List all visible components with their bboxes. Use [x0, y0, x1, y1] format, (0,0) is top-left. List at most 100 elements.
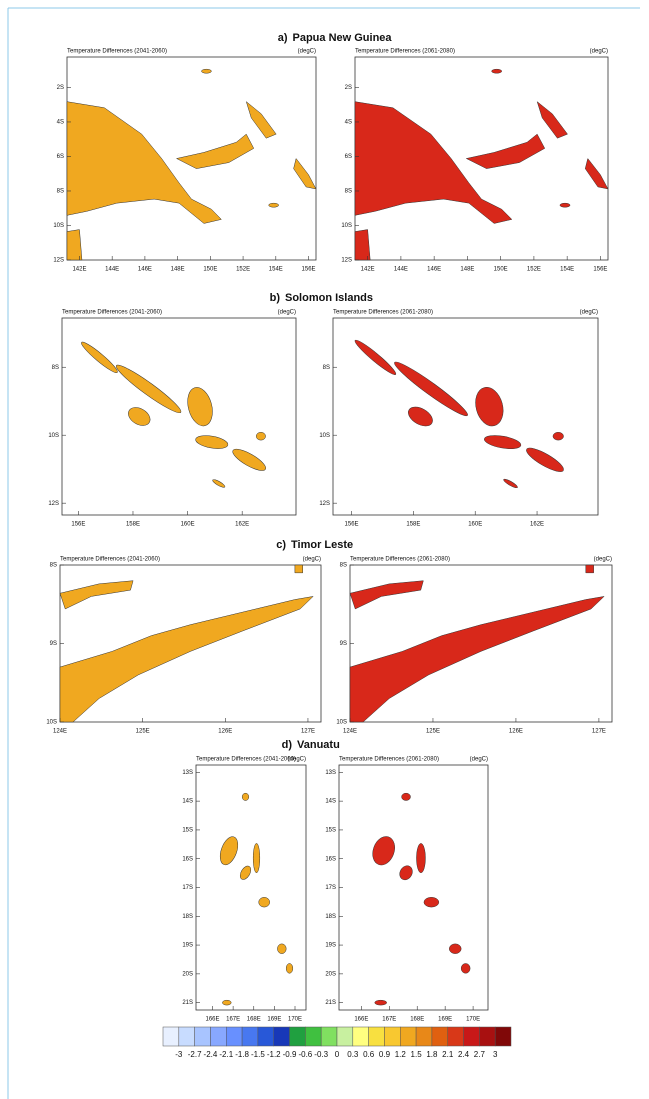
map-unit: (degC) [278, 310, 296, 316]
colorbar-label: 1.5 [411, 1050, 423, 1059]
x-tick-label: 170E [466, 1017, 480, 1023]
landmass [484, 435, 522, 450]
landmass [59, 596, 314, 723]
y-tick-label: 2S [345, 85, 352, 91]
colorbar-label: -0.3 [314, 1050, 328, 1059]
landmass [115, 364, 182, 414]
x-tick-label: 154E [560, 267, 574, 273]
colorbar-label: 2.7 [474, 1050, 486, 1059]
landmass-group [349, 564, 605, 723]
x-tick-label: 125E [136, 729, 150, 735]
y-tick-label: 8S [340, 563, 347, 569]
landmass [449, 943, 462, 954]
map-frame [61, 317, 297, 516]
colorbar-box [273, 1026, 290, 1047]
colorbar-label: -1.8 [235, 1050, 249, 1059]
y-tick-label: 12S [53, 258, 64, 264]
y-tick-label: 8S [57, 189, 64, 195]
x-tick-label: 150E [494, 267, 508, 273]
landmass [187, 387, 213, 427]
y-tick-label: 4S [57, 120, 64, 126]
colorbar-box [415, 1026, 433, 1047]
landmass [293, 157, 317, 190]
colorbar-label: -0.9 [283, 1050, 297, 1059]
y-tick-label: 8S [323, 365, 330, 371]
y-tick-label: 8S [50, 563, 57, 569]
y-tick-label: 12S [319, 501, 330, 507]
y-tick-label: 20S [325, 971, 336, 977]
landmass [503, 478, 518, 489]
y-tick-label: 8S [52, 365, 59, 371]
x-tick-label: 156E [593, 267, 607, 273]
map-unit: (degC) [590, 49, 608, 55]
landmass-group [59, 564, 314, 723]
y-tick-label: 13S [182, 770, 193, 776]
x-tick-label: 152E [527, 267, 541, 273]
landmass [232, 448, 266, 471]
map-frame [332, 317, 599, 516]
map-unit: (degC) [288, 757, 306, 763]
section-label: c) [276, 539, 286, 551]
y-tick-label: 12S [341, 258, 352, 264]
y-tick-label: 16S [182, 856, 193, 862]
colorbar-label: 1.2 [395, 1050, 407, 1059]
landmass [585, 564, 594, 574]
x-tick-label: 169E [438, 1017, 452, 1023]
x-tick-label: 166E [354, 1017, 368, 1023]
landmass-group [81, 341, 266, 488]
landmass [559, 202, 571, 208]
y-tick-label: 6S [57, 154, 64, 160]
map-unit: (degC) [303, 557, 321, 563]
landmass [408, 406, 433, 427]
y-tick-label: 4S [345, 120, 352, 126]
y-tick-label: 2S [57, 85, 64, 91]
y-tick-label: 18S [325, 914, 336, 920]
landmass [277, 943, 287, 954]
landmass-group [354, 339, 564, 489]
landmass [394, 361, 468, 417]
map-title: Temperature Differences (2041-2060) [196, 757, 296, 763]
y-tick-label: 16S [325, 856, 336, 862]
colorbar-label: 0.3 [347, 1050, 359, 1059]
x-tick-label: 158E [126, 522, 140, 528]
landmass [354, 101, 513, 224]
landmass [245, 100, 277, 139]
x-tick-label: 156E [302, 267, 316, 273]
landmass [252, 843, 261, 874]
x-tick-label: 125E [426, 729, 440, 735]
colorbar-label: -1.2 [267, 1050, 281, 1059]
map-title: Temperature Differences (2041-2060) [60, 557, 160, 563]
x-tick-label: 160E [181, 522, 195, 528]
colorbar-box [226, 1026, 243, 1047]
y-tick-label: 15S [182, 828, 193, 834]
landmass [401, 792, 411, 801]
colorbar-box [336, 1026, 354, 1047]
y-tick-label: 15S [325, 828, 336, 834]
colorbar-label: 0 [335, 1050, 340, 1059]
x-tick-label: 162E [235, 522, 249, 528]
section-title: Solomon Islands [285, 292, 373, 304]
landmass [526, 447, 564, 472]
landmass-group [219, 792, 294, 1006]
colorbar-box [320, 1026, 338, 1047]
y-tick-label: 8S [345, 189, 352, 195]
landmass [268, 202, 279, 208]
colorbar-box [479, 1026, 496, 1047]
map-title: Temperature Differences (2061-2080) [333, 310, 433, 316]
colorbar-box [463, 1026, 480, 1047]
colorbar-label: -2.4 [204, 1050, 218, 1059]
map-unit: (degC) [470, 757, 488, 763]
y-tick-label: 14S [182, 799, 193, 805]
colorbar-box [368, 1026, 385, 1047]
landmass [212, 479, 226, 488]
colorbar-label: 0.9 [379, 1050, 391, 1059]
map-title: Temperature Differences (2041-2060) [67, 49, 167, 55]
section-title: Timor Leste [291, 539, 353, 551]
y-tick-label: 19S [182, 943, 193, 949]
landmass [372, 836, 395, 866]
x-tick-label: 150E [203, 267, 217, 273]
x-tick-label: 127E [301, 729, 315, 735]
y-tick-label: 21S [325, 1000, 336, 1006]
x-tick-label: 156E [71, 522, 85, 528]
